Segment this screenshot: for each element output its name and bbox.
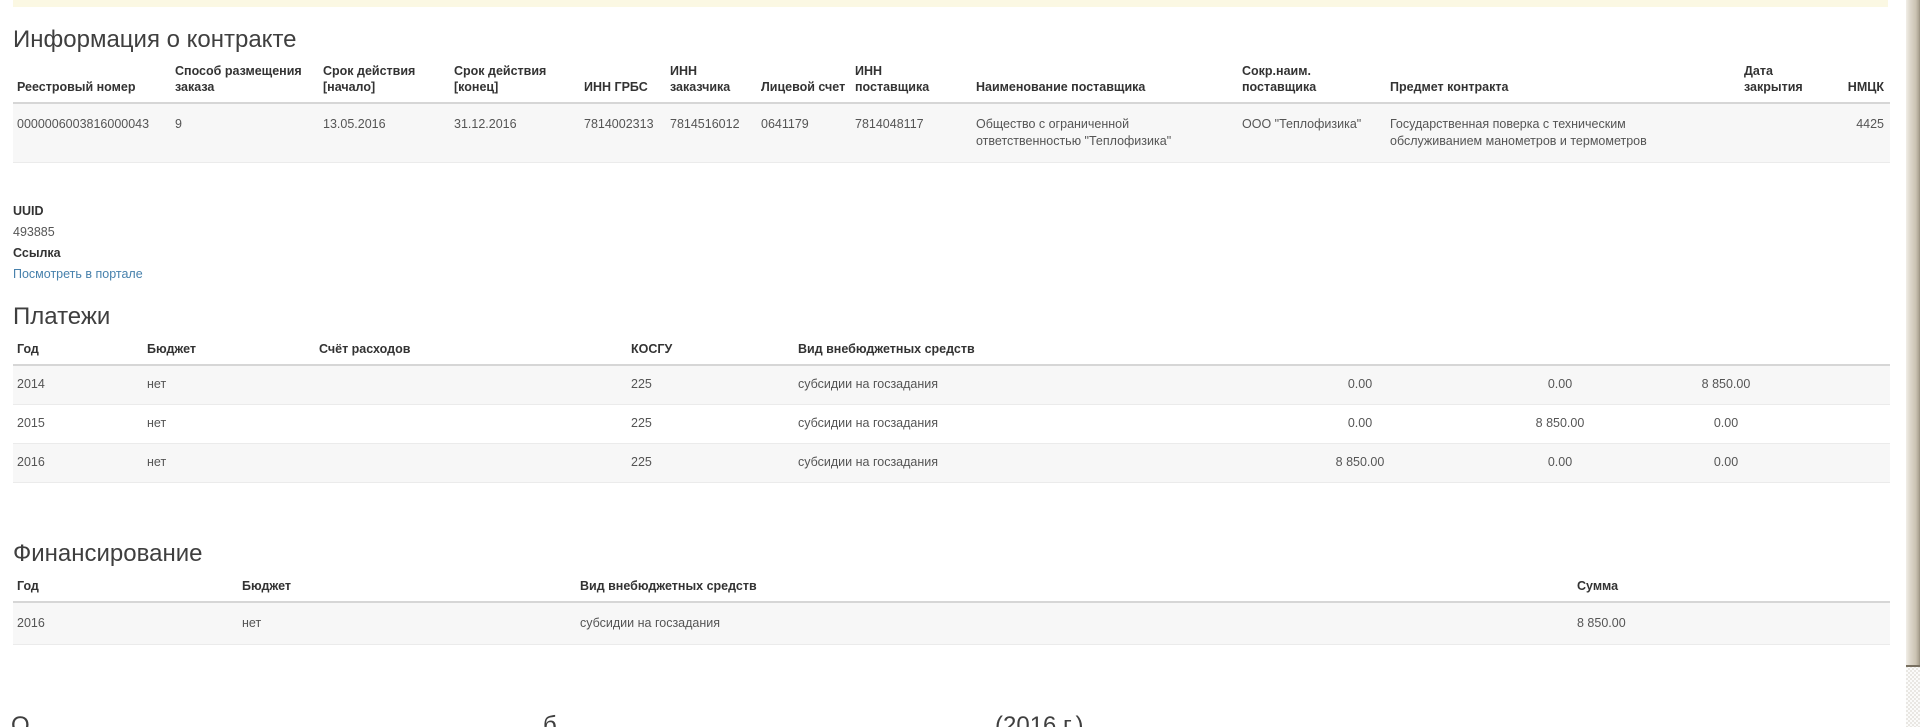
table-cell-amount: 8 850.00 — [1260, 443, 1460, 483]
table-cell-year: 2014 — [13, 365, 143, 405]
table-cell-funds-type: субсидии на госзадания — [794, 404, 1260, 444]
table-row: 0000006003816000043 9 13.05.2016 31.12.2… — [13, 103, 1890, 163]
column-header: Способ размещения заказа — [171, 63, 319, 104]
column-header: Бюджет — [143, 341, 315, 366]
column-header: КОСГУ — [627, 341, 794, 366]
column-header — [1792, 341, 1890, 366]
table-row: 2016 нет субсидии на госзадания 8 850.00 — [13, 602, 1890, 645]
table-cell-placement-method: 9 — [171, 103, 319, 163]
contract-info-table: Реестровый номер Способ размещения заказ… — [13, 63, 1890, 163]
column-header — [1260, 341, 1460, 366]
column-header: Год — [13, 578, 238, 603]
table-cell-sum: 8 850.00 — [1573, 602, 1890, 645]
column-header: НМЦК — [1813, 63, 1890, 104]
clipped-text-fragment: О — [11, 712, 30, 727]
table-cell-year: 2016 — [13, 443, 143, 483]
table-row: 2016 нет 225 субсидии на госзадания 8 85… — [13, 443, 1890, 483]
table-cell-budget: нет — [143, 404, 315, 444]
table-cell-kosgu: 225 — [627, 365, 794, 405]
column-header: Вид внебюджетных средств — [576, 578, 1573, 603]
column-header: Предмет контракта — [1373, 63, 1703, 104]
table-cell-funds-type: субсидии на госзадания — [794, 365, 1260, 405]
table-cell-amount: 8 850.00 — [1660, 365, 1792, 405]
next-section-heading-clipped: О б (2016 г.) — [11, 712, 1213, 727]
column-header: ИНН заказчика — [666, 63, 757, 104]
column-header: Бюджет — [238, 578, 576, 603]
column-header: Счёт расходов — [315, 341, 627, 366]
contract-info-heading: Информация о контракте — [13, 26, 297, 53]
column-header: Реестровый номер — [13, 63, 171, 104]
table-cell-inn-customer: 7814516012 — [666, 103, 757, 163]
clipped-text-fragment: (2016 г.) — [995, 712, 1084, 727]
table-cell-inn-grbs: 7814002313 — [580, 103, 666, 163]
uuid-value: 493885 — [13, 225, 55, 239]
table-cell-supplier-name: Общество с ограниченной ответственностью… — [941, 103, 1203, 163]
column-header: Дата закрытия — [1703, 63, 1813, 104]
column-header: Вид внебюджетных средств — [794, 341, 1260, 366]
table-cell-budget: нет — [143, 443, 315, 483]
contract-header-row: Реестровый номер Способ размещения заказ… — [13, 63, 1890, 104]
table-cell-amount: 0.00 — [1460, 443, 1660, 483]
table-cell-amount: 0.00 — [1460, 365, 1660, 405]
table-cell-funds-type: субсидии на госзадания — [576, 602, 1573, 645]
table-cell-amount: 8 850.00 — [1460, 404, 1660, 444]
table-cell-nmck: 4425 — [1813, 103, 1890, 163]
table-cell-registry-number: 0000006003816000043 — [13, 103, 171, 163]
column-header: Лицевой счет — [757, 63, 851, 104]
table-cell-start-date: 13.05.2016 — [319, 103, 450, 163]
table-cell-contract-subject: Государственная поверка с техническим об… — [1373, 103, 1703, 163]
table-cell-year: 2016 — [13, 602, 238, 645]
table-cell-amount: 0.00 — [1660, 443, 1792, 483]
column-header: Сумма — [1573, 578, 1890, 603]
column-header: Наименование поставщика — [941, 63, 1203, 104]
portal-link[interactable]: Посмотреть в портале — [13, 267, 143, 281]
financing-table: Год Бюджет Вид внебюджетных средств Сумм… — [13, 578, 1890, 645]
table-cell-supplier-short-name: ООО "Теплофизика" — [1203, 103, 1373, 163]
payments-table: Год Бюджет Счёт расходов КОСГУ Вид внебю… — [13, 341, 1890, 483]
uuid-label: UUID — [13, 204, 44, 218]
table-cell-amount: 0.00 — [1260, 404, 1460, 444]
table-cell-kosgu: 225 — [627, 404, 794, 444]
column-header: Сокр.наим. поставщика — [1203, 63, 1373, 104]
column-header — [1460, 341, 1660, 366]
column-header: Срок действия [начало] — [319, 63, 450, 104]
table-cell-inn-supplier: 7814048117 — [851, 103, 941, 163]
table-cell-amount: 0.00 — [1660, 404, 1792, 444]
column-header: Срок действия [конец] — [450, 63, 580, 104]
table-cell-budget: нет — [238, 602, 576, 645]
table-cell-amount: 0.00 — [1260, 365, 1460, 405]
column-header: ИНН поставщика — [851, 63, 941, 104]
table-cell-funds-type: субсидии на госзадания — [794, 443, 1260, 483]
top-bar — [13, 0, 1888, 7]
table-cell-expense-account — [315, 365, 627, 405]
page-content: Информация о контракте Реестровый номер … — [11, 7, 1890, 727]
table-cell-year: 2015 — [13, 404, 143, 444]
payments-header-row: Год Бюджет Счёт расходов КОСГУ Вид внебю… — [13, 341, 1890, 366]
table-row: 2015 нет 225 субсидии на госзадания 0.00… — [13, 404, 1890, 444]
vertical-scrollbar[interactable] — [1906, 0, 1920, 727]
financing-header-row: Год Бюджет Вид внебюджетных средств Сумм… — [13, 578, 1890, 603]
contract-meta: UUID 493885 Ссылка Посмотреть в портале — [13, 201, 1890, 285]
table-cell-end-date: 31.12.2016 — [450, 103, 580, 163]
table-cell-budget: нет — [143, 365, 315, 405]
table-cell-kosgu: 225 — [627, 443, 794, 483]
table-cell-expense-account — [315, 404, 627, 444]
link-label: Ссылка — [13, 246, 61, 260]
column-header: ИНН ГРБС — [580, 63, 666, 104]
scrollbar-thumb[interactable] — [1906, 0, 1920, 667]
clipped-text-fragment: б — [543, 712, 557, 727]
column-header — [1660, 341, 1792, 366]
table-cell-close-date — [1703, 103, 1813, 163]
table-row: 2014 нет 225 субсидии на госзадания 0.00… — [13, 365, 1890, 405]
column-header: Год — [13, 341, 143, 366]
payments-heading: Платежи — [13, 303, 111, 330]
table-cell-account: 0641179 — [757, 103, 851, 163]
financing-heading: Финансирование — [13, 540, 203, 567]
table-cell-expense-account — [315, 443, 627, 483]
